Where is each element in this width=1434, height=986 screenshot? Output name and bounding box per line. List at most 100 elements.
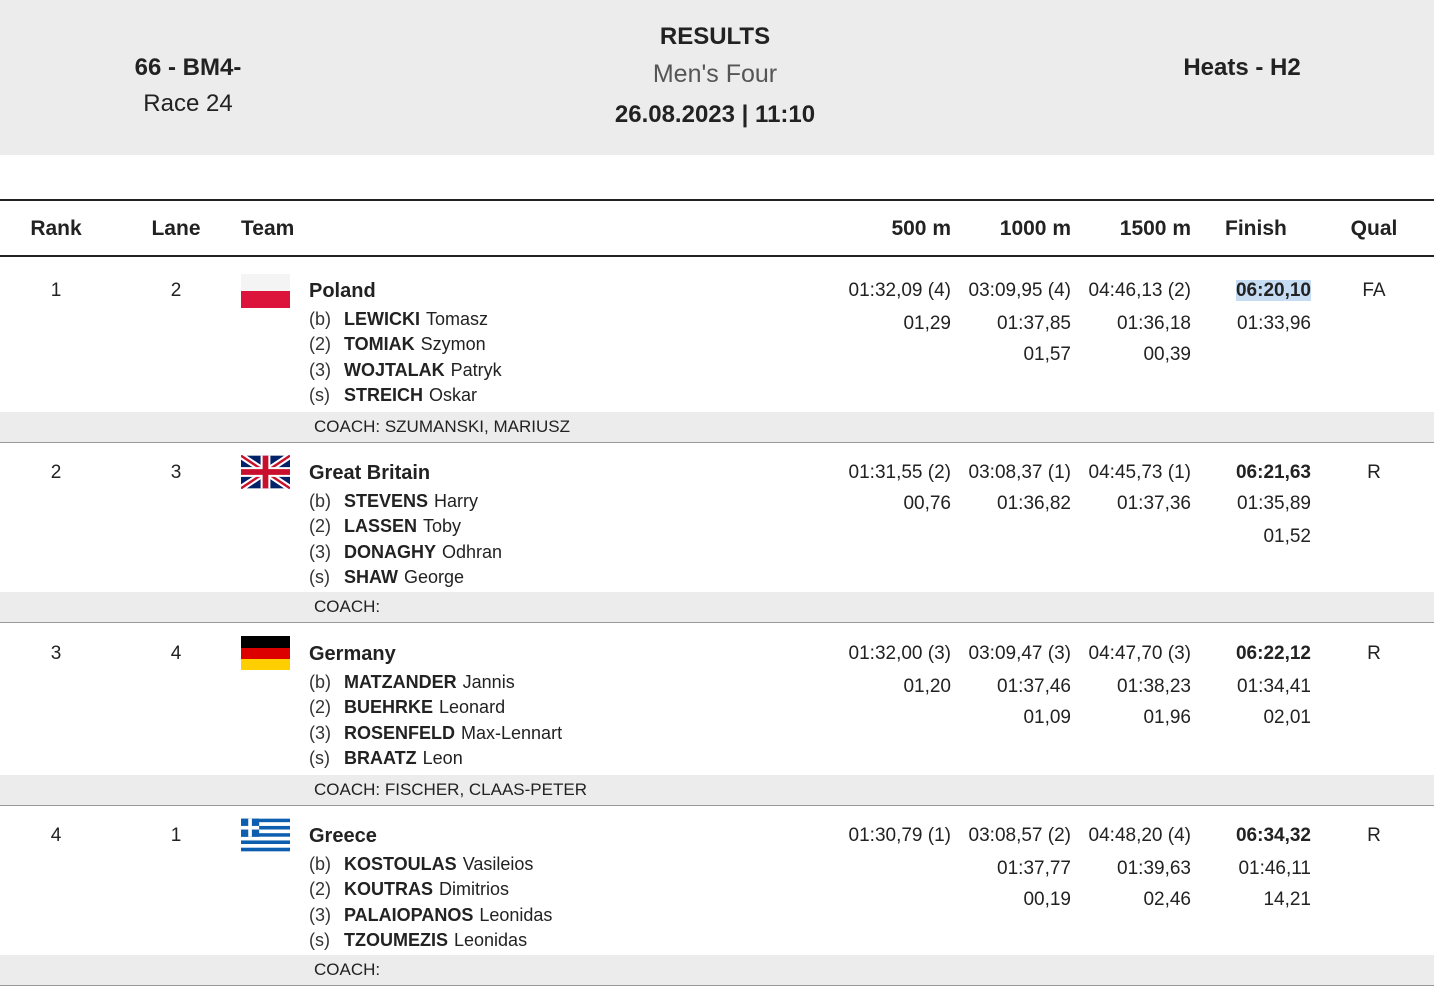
column-1000m: 1000 m <box>999 217 1071 240</box>
athlete-surname: TOMIAK <box>344 334 415 355</box>
athlete-firstname: Oskar <box>429 384 478 405</box>
split-1000m-value: 03:08,57 (2) <box>968 825 1071 846</box>
split-1000m-value: 01:36,82 <box>997 493 1071 514</box>
finish-time-value: 06:22,12 <box>1235 643 1311 664</box>
race-number: Race 24 <box>143 90 233 117</box>
split-1000m-value: 01:37,77 <box>997 858 1071 879</box>
country-name: Germany <box>309 643 396 665</box>
event-code: 66 - BM4- <box>134 54 242 81</box>
split-1500m-cell: 04:47,70 (3) <box>1031 642 1191 666</box>
crew-member: (2) KOUTRAS Dimitrios <box>309 877 552 902</box>
qualification-cell: FA <box>1362 280 1386 301</box>
split-1000m-value: 00,19 <box>1023 889 1071 910</box>
finish-time-value: 01:35,89 <box>1237 493 1311 514</box>
athlete-surname: STEVENS <box>344 491 429 511</box>
finish-time-value: 01:33,96 <box>1237 313 1311 334</box>
table-row: 4 1 Greece (b) KOSTOULAS Vasileios (2) KOUTRAS D… <box>0 802 1434 986</box>
column-1500m: 1500 m <box>1119 217 1191 240</box>
crew-member: (2) LASSEN Toby <box>309 514 502 539</box>
lane-cell: 1 <box>170 825 182 846</box>
split-1000m-value: 01,09 <box>1023 707 1071 728</box>
split-1000m-value: 03:08,37 (1) <box>968 462 1071 483</box>
table-header: Rank Lane Team 500 m 1000 m 1500 m Finis… <box>0 199 1434 257</box>
crew-member: (b) MATZANDER Jannis <box>309 670 562 695</box>
split-1500m-value: 04:46,13 (2) <box>1088 280 1191 301</box>
split-1500m-cell: 04:45,73 (1) <box>1031 461 1191 485</box>
crew-member: (b) LEWICKI Tomasz <box>309 307 502 332</box>
athlete-surname: PALAIOPANOS <box>344 904 474 925</box>
race-datetime: 26.08.2023 | 11:10 <box>614 101 816 128</box>
split-500m-value: 01:30,79 (1) <box>848 825 951 846</box>
split-1500m-value: 04:45,73 (1) <box>1088 462 1191 483</box>
finish-time-cell: 01:35,89 <box>1151 492 1311 516</box>
seat-position: (b) <box>309 309 331 329</box>
coach-name: COACH: <box>314 960 381 979</box>
athlete-surname: WOJTALAK <box>344 359 445 380</box>
athlete-surname: BUEHRKE <box>344 697 434 718</box>
finish-time-value: 14,21 <box>1263 889 1311 910</box>
athlete-surname: DONAGHY <box>344 541 437 562</box>
seat-position: (2) <box>309 516 331 537</box>
crew-member: (3) DONAGHY Odhran <box>309 540 502 565</box>
split-1000m-cell: 01,09 <box>911 706 1071 730</box>
seat-position: (b) <box>309 854 331 874</box>
split-500m-cell: 01,20 <box>791 675 951 699</box>
seat-position: (s) <box>309 566 330 587</box>
split-1500m-value: 00,39 <box>1143 344 1191 365</box>
finish-time-cell: 06:22,12 <box>1151 642 1311 666</box>
split-1000m-value: 03:09,95 (4) <box>968 280 1071 301</box>
seat-position: (3) <box>309 541 331 562</box>
results-title-block: RESULTS Men's Four 26.08.2023 | 11:10 <box>515 20 915 136</box>
split-500m-value: 01,29 <box>903 313 951 334</box>
column-rank: Rank <box>30 217 82 240</box>
coach-name: COACH: SZUMANSKI, MARIUSZ <box>314 417 570 436</box>
column-team: Team <box>241 217 295 240</box>
coach-row: COACH: <box>0 955 1434 986</box>
country-name: Poland <box>309 280 376 302</box>
crew-member: (s) BRAATZ Leon <box>309 746 562 771</box>
split-1500m-cell: 01:36,18 <box>1031 312 1191 336</box>
athlete-surname: ROSENFELD <box>344 722 456 743</box>
lane-cell: 4 <box>170 643 182 664</box>
split-1000m-cell: 01:37,77 <box>911 857 1071 881</box>
athlete-firstname: Szymon <box>420 334 486 355</box>
lane-cell: 2 <box>170 280 182 301</box>
finish-time-value: 02,01 <box>1263 707 1311 728</box>
athlete-firstname: Max-Lennart <box>461 722 563 743</box>
finish-time-cell: 01:34,41 <box>1151 675 1311 699</box>
seat-position: (b) <box>309 672 331 692</box>
athlete-firstname: Toby <box>423 516 462 537</box>
seat-position: (s) <box>309 384 330 405</box>
split-1000m-cell: 03:08,37 (1) <box>911 461 1071 485</box>
crew-member: (b) STEVENS Harry <box>309 489 502 514</box>
qualification-cell: R <box>1367 825 1381 846</box>
split-500m-value: 01:32,00 (3) <box>848 643 951 664</box>
finish-time-cell: 06:34,32 <box>1151 824 1311 848</box>
athlete-firstname: Jannis <box>462 672 515 692</box>
crew-member: (2) TOMIAK Szymon <box>309 332 502 357</box>
event-info: 66 - BM4- Race 24 <box>88 52 288 122</box>
athlete-firstname: Leonidas <box>479 904 553 925</box>
crew-member: (s) SHAW George <box>309 565 502 590</box>
athlete-surname: KOUTRAS <box>344 879 433 900</box>
crew-member: (s) TZOUMEZIS Leonidas <box>309 928 552 953</box>
split-500m-cell: 01:32,00 (3) <box>791 642 951 666</box>
rank-cell: 3 <box>50 643 62 664</box>
table-row: 1 2 Poland (b) LEWICKI Tomasz (2) TOMIAK Szymon(… <box>0 257 1434 443</box>
seat-position: (2) <box>309 334 331 355</box>
finish-time-cell: 02,01 <box>1151 706 1311 730</box>
results-header: 66 - BM4- Race 24 RESULTS Men's Four 26.… <box>0 0 1434 155</box>
finish-time-value: 01:46,11 <box>1238 858 1311 879</box>
finish-time-cell: 06:20,10 <box>1151 279 1311 303</box>
finish-time-value: 01,52 <box>1263 526 1311 547</box>
crew-member: (3) PALAIOPANOS Leonidas <box>309 903 552 928</box>
rank-cell: 2 <box>50 462 62 483</box>
seat-position: (2) <box>309 879 331 900</box>
country-name: Greece <box>309 825 377 847</box>
athlete-surname: BRAATZ <box>344 747 417 768</box>
qualification-cell: R <box>1367 643 1381 664</box>
finish-time-cell: 01:33,96 <box>1151 312 1311 336</box>
seat-position: (2) <box>309 697 331 718</box>
athlete-firstname: Leonidas <box>454 929 528 950</box>
athlete-firstname: George <box>404 566 465 587</box>
